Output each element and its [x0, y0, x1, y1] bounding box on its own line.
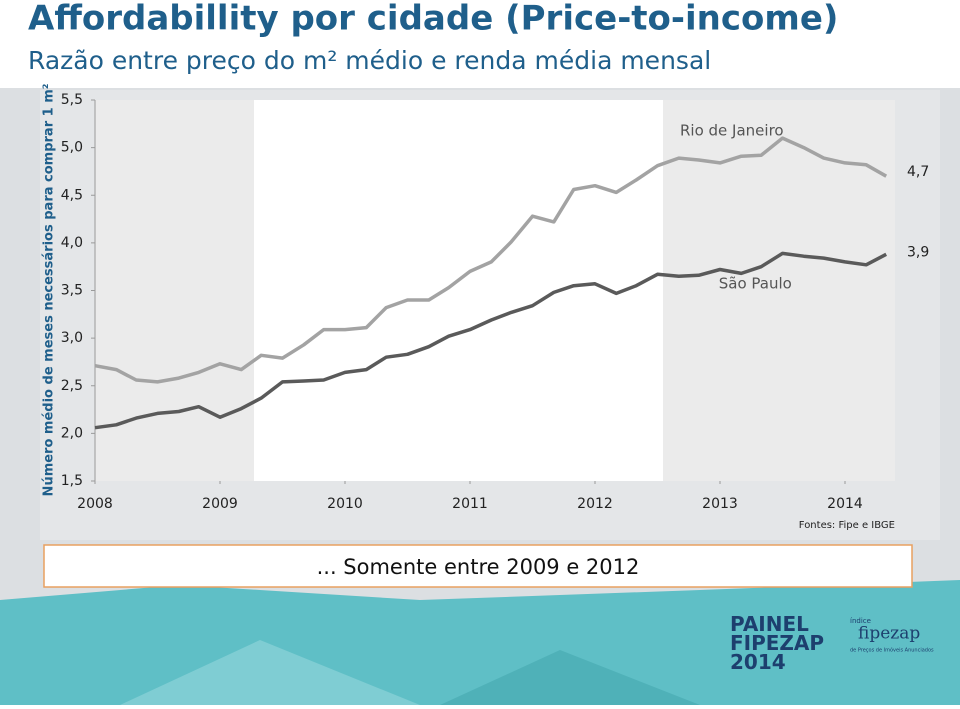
y-tick-label: 2,0	[61, 425, 83, 441]
x-tick-label: 2012	[577, 496, 613, 512]
plot: 1,5 2,0 2,5 3,0 3,5 4,0 4,5 5,0 5,5 2008 2009 2010 2…	[61, 92, 930, 512]
decor-shape	[440, 650, 700, 705]
x-tick-label: 2008	[77, 496, 113, 512]
y-axis-label: Número médio de meses necessários para c…	[42, 84, 57, 497]
y-tick-label: 4,5	[61, 187, 83, 203]
logo: PAINEL FIPEZAP 2014	[730, 612, 824, 674]
y-tick-label: 1,5	[61, 473, 83, 489]
subtitle: Razão entre preço do m² médio e renda mé…	[28, 46, 711, 75]
callout: ... Somente entre 2009 e 2012	[317, 555, 640, 579]
y-tick-label: 2,5	[61, 378, 83, 394]
series-line	[94, 136, 888, 384]
decor-shape	[120, 640, 420, 705]
callout-box	[43, 544, 913, 588]
y-tick-label: 5,5	[61, 92, 83, 108]
series-label: Rio de Janeiro	[680, 121, 784, 139]
x-tick-label: 2010	[327, 496, 363, 512]
series-line	[94, 251, 888, 430]
x-tick-label: 2014	[827, 496, 863, 512]
logo-tagline: de Preços de Imóveis Anunciados	[850, 647, 934, 654]
logo-index: índice	[850, 617, 871, 625]
logo-title: PAINEL FIPEZAP 2014	[730, 612, 824, 674]
x-tick-label: 2013	[702, 496, 738, 512]
y-tick-label: 4,0	[61, 235, 83, 251]
highlight-window	[254, 100, 663, 481]
source: Fontes: Fipe e IBGE	[799, 520, 895, 531]
y-tick-label: 5,0	[61, 140, 83, 156]
y-tick-label: 3,0	[61, 330, 83, 346]
y-tick-label: 3,5	[61, 283, 83, 299]
series-label: São Paulo	[719, 275, 792, 293]
end-label: 4,7	[907, 164, 929, 180]
end-label: 3,9	[907, 244, 929, 260]
x-tick-label: 2009	[202, 496, 238, 512]
logo-brand: fipezap	[858, 624, 920, 644]
title: Affordabillity por cidade (Price-to-inco…	[28, 0, 838, 39]
x-tick-label: 2011	[452, 496, 488, 512]
